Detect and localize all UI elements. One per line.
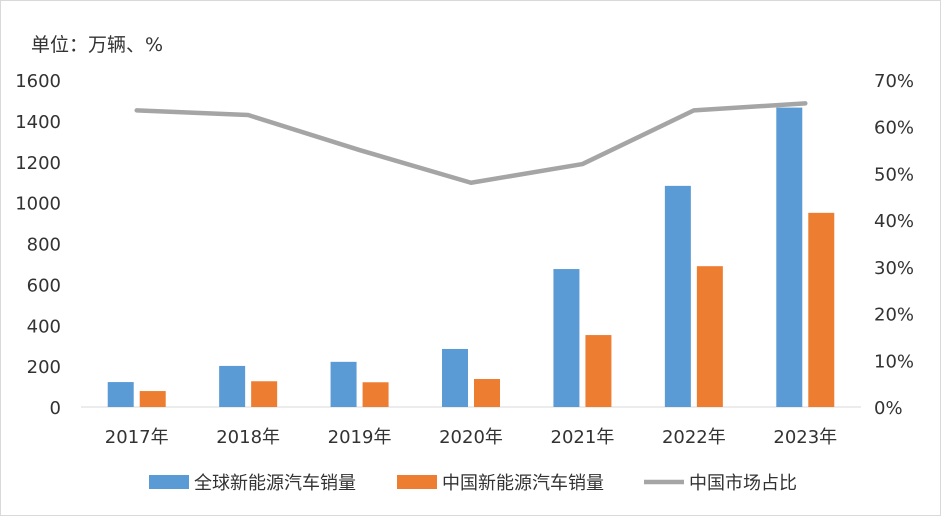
x-tick-label: 2020年: [439, 427, 503, 448]
legend-market-share: 中国市场占比: [644, 473, 797, 494]
china-sales-bar: [474, 379, 500, 407]
china-sales-bar: [696, 266, 723, 407]
legend: 全球新能源汽车销量 中国新能源汽车销量 中国市场占比: [149, 473, 797, 494]
legend-global-sales: 全球新能源汽车销量: [149, 473, 356, 494]
x-tick-label: 2019年: [328, 427, 392, 448]
right-tick-label: 0%: [874, 398, 903, 419]
legend-china-sales: 中国新能源汽车销量: [397, 473, 604, 494]
left-tick-label: 400: [27, 316, 61, 337]
global-sales-bar: [330, 361, 357, 407]
x-tick-label: 2022年: [662, 427, 726, 448]
china-sales-bar: [251, 381, 278, 407]
china-sales-bar: [362, 382, 389, 407]
right-tick-label: 70%: [874, 71, 914, 92]
market-share-line: [134, 101, 808, 186]
right-tick-label: 30%: [874, 258, 914, 279]
left-tick-label: 1000: [15, 194, 61, 215]
legend-label: 中国新能源汽车销量: [442, 473, 604, 494]
china-sales-bar: [139, 391, 166, 407]
global-sales-bar: [107, 382, 134, 407]
unit-label: 单位：万辆、%: [31, 34, 163, 56]
legend-label: 中国市场占比: [689, 473, 797, 494]
right-tick-label: 40%: [874, 211, 914, 232]
x-tick-label: 2023年: [773, 427, 837, 448]
china-sales-bar: [808, 212, 835, 407]
left-tick-label: 800: [27, 235, 61, 256]
left-tick-label: 1600: [15, 71, 61, 92]
x-axis: 2017年 2018年 2019年 2020年 2021年 2022年 2023年: [81, 406, 861, 448]
right-tick-label: 60%: [874, 118, 914, 139]
right-axis: 0% 10% 20% 30% 40% 50% 60% 70%: [874, 71, 914, 419]
x-tick-label: 2018年: [216, 427, 280, 448]
global-sales-bar: [553, 269, 580, 407]
left-tick-label: 200: [27, 357, 61, 378]
share-line: [134, 101, 808, 186]
legend-swatch: [397, 475, 437, 489]
right-tick-label: 20%: [874, 305, 914, 326]
legend-label: 全球新能源汽车销量: [194, 473, 356, 494]
left-tick-label: 0: [50, 398, 61, 419]
x-tick-label: 2017年: [105, 427, 169, 448]
left-tick-label: 600: [27, 275, 61, 296]
bars: [107, 107, 835, 407]
left-tick-label: 1400: [15, 112, 61, 133]
global-sales-bar: [664, 185, 691, 407]
legend-swatch: [149, 475, 189, 489]
left-tick-label: 1200: [15, 153, 61, 174]
global-sales-bar: [442, 348, 468, 407]
left-axis: 0 200 400 600 800 1000 1200 1400 1600: [15, 71, 61, 419]
right-tick-label: 10%: [874, 351, 914, 372]
china-sales-bar: [585, 335, 612, 407]
global-sales-bar: [219, 365, 246, 407]
right-tick-label: 50%: [874, 164, 914, 185]
x-tick-label: 2021年: [551, 427, 615, 448]
global-sales-bar: [776, 107, 803, 407]
